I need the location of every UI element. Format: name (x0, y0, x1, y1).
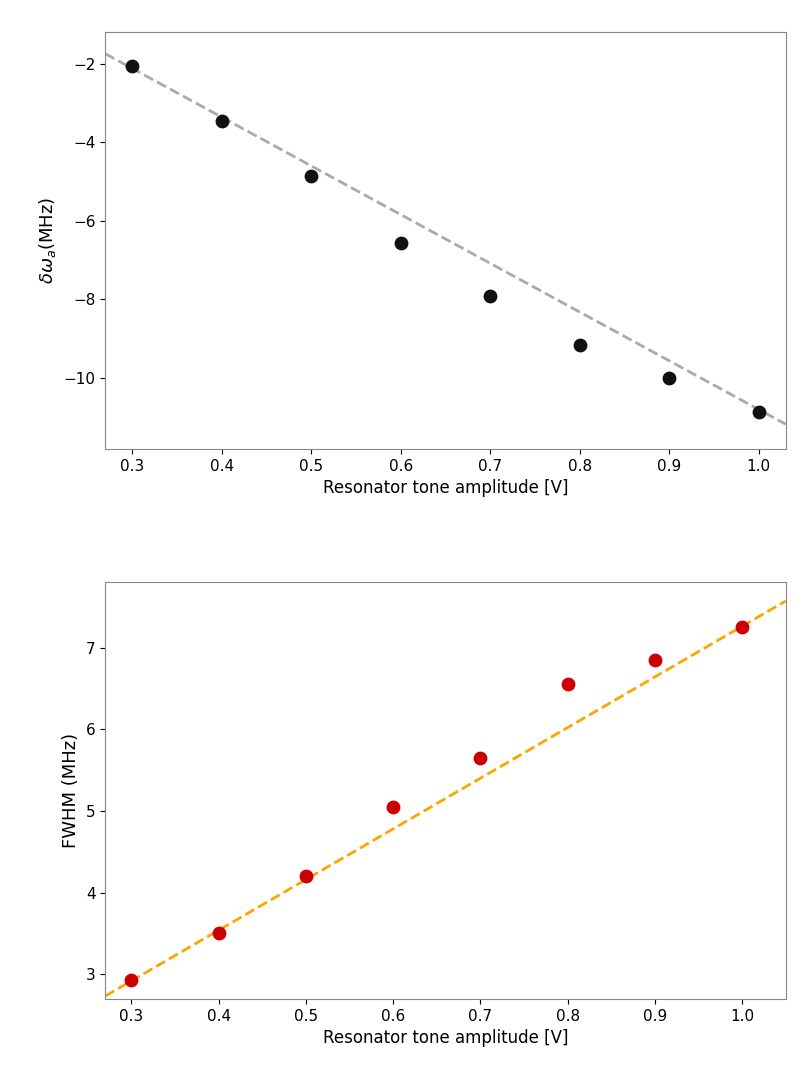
X-axis label: Resonator tone amplitude [V]: Resonator tone amplitude [V] (322, 1029, 569, 1047)
X-axis label: Resonator tone amplitude [V]: Resonator tone amplitude [V] (322, 479, 569, 497)
Point (573, 336, 586, 353)
Point (561, 676, 574, 693)
Point (474, 750, 487, 767)
Point (386, 798, 399, 815)
Y-axis label: $\delta\omega_a$(MHz): $\delta\omega_a$(MHz) (37, 197, 58, 285)
Point (735, 619, 748, 636)
Point (648, 651, 661, 668)
Point (305, 168, 318, 185)
Y-axis label: FWHM (MHz): FWHM (MHz) (62, 732, 80, 848)
Point (125, 972, 138, 989)
Point (215, 112, 228, 129)
Point (752, 403, 765, 420)
Point (663, 369, 676, 387)
Point (394, 234, 407, 251)
Point (212, 925, 225, 942)
Point (126, 57, 139, 74)
Point (300, 868, 313, 885)
Point (484, 287, 497, 304)
